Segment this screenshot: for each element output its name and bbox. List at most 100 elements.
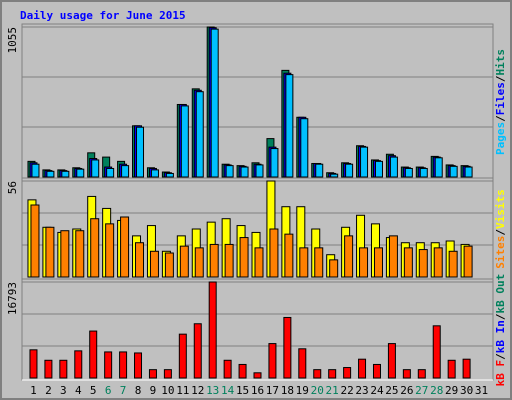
bar	[238, 363, 247, 379]
bar	[374, 160, 383, 178]
bar	[360, 146, 369, 178]
x-tick-label: 28	[430, 384, 443, 397]
x-tick-label: 1	[30, 384, 37, 397]
bar	[45, 226, 55, 278]
bar	[121, 165, 130, 178]
bar	[387, 343, 396, 379]
bar	[225, 165, 234, 178]
bar	[417, 369, 426, 379]
bar	[329, 259, 339, 278]
x-tick-label: 6	[105, 384, 112, 397]
bar	[343, 367, 352, 379]
bar	[74, 350, 83, 379]
bar	[402, 369, 411, 379]
x-tick-label: 22	[340, 384, 353, 397]
x-tick-label: 24	[370, 384, 384, 397]
legend-entry: Files	[494, 82, 507, 115]
legend-entry: kB In	[494, 320, 507, 353]
x-tick-label: 26	[400, 384, 413, 397]
bar	[255, 164, 264, 178]
bar	[105, 223, 115, 278]
x-tick-label: 31	[475, 384, 488, 397]
bar	[163, 369, 172, 379]
bar	[315, 163, 324, 178]
bar	[359, 247, 369, 278]
bar	[119, 351, 128, 379]
bar	[433, 247, 443, 278]
bar	[404, 167, 413, 178]
bar	[268, 343, 277, 379]
legend-entry: Pages	[494, 122, 507, 155]
x-tick-label: 27	[415, 384, 428, 397]
bar	[447, 359, 456, 379]
bar	[46, 170, 55, 178]
bar	[136, 126, 145, 178]
bar	[463, 245, 473, 278]
bar	[178, 333, 187, 379]
bar	[330, 173, 339, 178]
bar	[193, 323, 202, 379]
x-tick-label: 29	[445, 384, 458, 397]
x-tick-label: 4	[75, 384, 82, 397]
legend-separator: /	[494, 229, 507, 236]
bar	[75, 230, 85, 278]
bar	[254, 247, 264, 278]
x-tick-label: 10	[161, 384, 174, 397]
bar	[389, 156, 398, 178]
y-tick-label: 1055	[6, 27, 19, 54]
x-tick-label: 25	[385, 384, 398, 397]
x-tick-label: 7	[120, 384, 127, 397]
x-tick-label: 21	[326, 384, 339, 397]
x-tick-label: 14	[221, 384, 235, 397]
bar	[31, 163, 40, 178]
bar	[419, 167, 428, 178]
bar	[104, 351, 113, 379]
bar	[165, 172, 174, 178]
bar	[345, 163, 354, 178]
bar	[239, 237, 249, 278]
y-tick-label: 16793	[6, 282, 19, 315]
panel	[21, 23, 494, 180]
legend-separator: /	[494, 353, 507, 360]
bar	[164, 252, 174, 278]
bar	[358, 358, 367, 379]
x-tick-label: 17	[266, 384, 279, 397]
bar	[149, 250, 159, 278]
bar	[418, 249, 428, 278]
bar	[284, 233, 294, 278]
bar	[106, 167, 115, 178]
bar	[30, 204, 40, 278]
bar	[91, 159, 100, 178]
bar	[344, 235, 354, 278]
bar	[313, 369, 322, 379]
bar	[223, 359, 232, 379]
legend: Sites/Visits	[494, 189, 507, 269]
panel	[21, 278, 494, 381]
bar	[195, 91, 204, 178]
bar	[328, 369, 337, 379]
bar	[283, 316, 292, 379]
legend-separator: /	[494, 313, 507, 320]
legend: Pages/Files/Hits	[494, 49, 507, 155]
bar	[29, 349, 38, 379]
bar	[194, 247, 204, 278]
x-tick-label: 3	[60, 384, 67, 397]
bar	[61, 170, 70, 178]
bar	[448, 250, 458, 278]
bar	[388, 235, 398, 278]
bar	[120, 216, 130, 278]
x-tick-label: 18	[281, 384, 294, 397]
x-tick-label: 20	[311, 384, 324, 397]
bar	[209, 243, 219, 278]
x-tick-label: 8	[135, 384, 142, 397]
bar	[449, 165, 458, 178]
bar	[269, 228, 279, 278]
legend-entry: kB F	[494, 360, 507, 387]
bar	[314, 247, 324, 278]
bar	[148, 369, 157, 379]
x-tick-label: 19	[296, 384, 309, 397]
bar	[150, 169, 159, 178]
legend-entry: Hits	[494, 49, 507, 76]
bar	[179, 245, 189, 278]
bar	[76, 168, 85, 178]
